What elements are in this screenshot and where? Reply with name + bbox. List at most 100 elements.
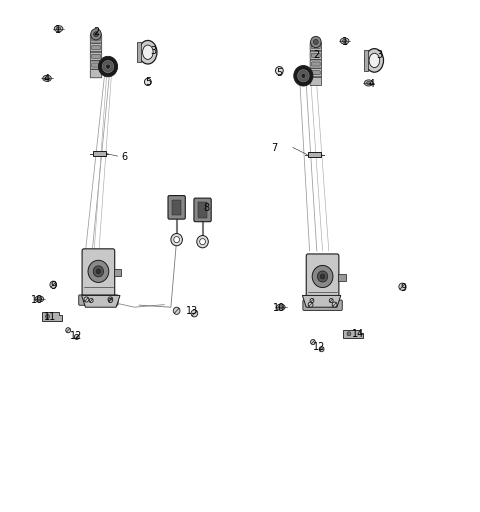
Bar bbox=[364, 50, 368, 71]
FancyBboxPatch shape bbox=[303, 300, 342, 310]
Text: 14: 14 bbox=[351, 329, 364, 339]
FancyBboxPatch shape bbox=[90, 70, 102, 78]
Ellipse shape bbox=[35, 296, 44, 302]
Ellipse shape bbox=[43, 75, 51, 81]
FancyBboxPatch shape bbox=[306, 254, 339, 304]
Ellipse shape bbox=[369, 53, 380, 68]
Ellipse shape bbox=[45, 77, 49, 80]
Circle shape bbox=[108, 297, 113, 302]
Circle shape bbox=[311, 339, 315, 345]
Text: 6: 6 bbox=[122, 152, 128, 162]
Ellipse shape bbox=[139, 40, 157, 64]
Circle shape bbox=[102, 60, 114, 73]
Text: 9: 9 bbox=[400, 283, 406, 293]
Text: 5: 5 bbox=[145, 77, 152, 87]
FancyBboxPatch shape bbox=[312, 71, 320, 75]
Text: 13: 13 bbox=[186, 306, 198, 316]
Polygon shape bbox=[42, 312, 62, 321]
Text: 8: 8 bbox=[204, 203, 209, 214]
Circle shape bbox=[84, 297, 89, 302]
FancyBboxPatch shape bbox=[90, 44, 102, 52]
FancyBboxPatch shape bbox=[310, 77, 322, 86]
FancyBboxPatch shape bbox=[90, 35, 102, 43]
Bar bbox=[308, 152, 321, 157]
Ellipse shape bbox=[364, 80, 373, 86]
Bar bbox=[137, 42, 141, 62]
Circle shape bbox=[74, 334, 79, 339]
Circle shape bbox=[329, 298, 333, 303]
FancyBboxPatch shape bbox=[90, 61, 102, 69]
Circle shape bbox=[106, 64, 110, 69]
FancyBboxPatch shape bbox=[92, 37, 100, 41]
Circle shape bbox=[319, 347, 324, 352]
Text: 5: 5 bbox=[276, 68, 283, 78]
Circle shape bbox=[399, 283, 406, 290]
FancyBboxPatch shape bbox=[92, 46, 100, 50]
Text: 3: 3 bbox=[151, 46, 156, 56]
FancyBboxPatch shape bbox=[194, 198, 211, 222]
Circle shape bbox=[332, 302, 337, 307]
FancyBboxPatch shape bbox=[79, 295, 118, 305]
Circle shape bbox=[310, 298, 314, 303]
Text: 1: 1 bbox=[342, 37, 348, 47]
Circle shape bbox=[94, 32, 98, 37]
Ellipse shape bbox=[54, 26, 63, 32]
FancyBboxPatch shape bbox=[312, 53, 320, 57]
Circle shape bbox=[301, 73, 306, 78]
Circle shape bbox=[50, 281, 57, 288]
Circle shape bbox=[347, 332, 351, 336]
Text: 1: 1 bbox=[55, 25, 60, 35]
Circle shape bbox=[317, 271, 328, 282]
Circle shape bbox=[144, 78, 151, 86]
FancyBboxPatch shape bbox=[92, 54, 100, 58]
Bar bbox=[93, 151, 106, 156]
Text: 7: 7 bbox=[271, 143, 278, 154]
Circle shape bbox=[46, 314, 49, 318]
Circle shape bbox=[294, 66, 313, 86]
Polygon shape bbox=[338, 274, 346, 282]
Bar bbox=[198, 202, 207, 218]
Circle shape bbox=[93, 266, 104, 277]
FancyBboxPatch shape bbox=[92, 63, 100, 67]
Circle shape bbox=[313, 39, 318, 45]
Ellipse shape bbox=[37, 297, 41, 301]
Circle shape bbox=[66, 328, 71, 333]
Ellipse shape bbox=[367, 81, 371, 84]
Text: 9: 9 bbox=[51, 281, 57, 291]
Circle shape bbox=[312, 265, 333, 288]
Ellipse shape bbox=[143, 45, 153, 59]
FancyBboxPatch shape bbox=[310, 42, 322, 51]
Ellipse shape bbox=[365, 49, 384, 72]
Ellipse shape bbox=[57, 27, 60, 30]
Text: 10: 10 bbox=[31, 294, 44, 305]
Polygon shape bbox=[82, 295, 120, 307]
FancyBboxPatch shape bbox=[312, 62, 320, 66]
Circle shape bbox=[88, 260, 109, 283]
Circle shape bbox=[311, 36, 321, 48]
FancyBboxPatch shape bbox=[310, 51, 322, 59]
Circle shape bbox=[171, 233, 182, 246]
Circle shape bbox=[98, 56, 118, 77]
Ellipse shape bbox=[342, 39, 347, 42]
Circle shape bbox=[320, 274, 325, 279]
Polygon shape bbox=[302, 295, 341, 307]
FancyBboxPatch shape bbox=[310, 69, 322, 77]
Text: 4: 4 bbox=[44, 74, 50, 84]
Text: 2: 2 bbox=[313, 50, 320, 60]
Text: 12: 12 bbox=[313, 342, 325, 352]
Ellipse shape bbox=[276, 304, 285, 310]
FancyBboxPatch shape bbox=[168, 196, 185, 219]
FancyBboxPatch shape bbox=[90, 52, 102, 60]
FancyBboxPatch shape bbox=[310, 60, 322, 68]
Circle shape bbox=[91, 29, 101, 40]
Circle shape bbox=[308, 302, 313, 307]
Circle shape bbox=[200, 239, 205, 245]
Text: 10: 10 bbox=[273, 303, 286, 313]
Circle shape bbox=[174, 237, 180, 243]
Circle shape bbox=[108, 298, 112, 303]
Circle shape bbox=[197, 236, 208, 248]
Polygon shape bbox=[343, 330, 363, 338]
Text: 2: 2 bbox=[93, 27, 99, 37]
Ellipse shape bbox=[278, 306, 283, 309]
Ellipse shape bbox=[340, 38, 349, 44]
